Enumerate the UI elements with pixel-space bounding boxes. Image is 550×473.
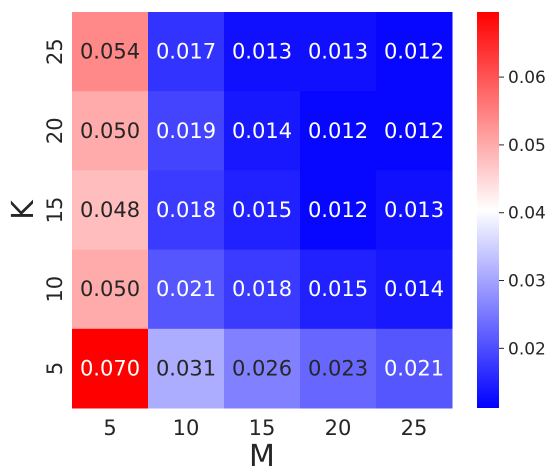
cell-value-label: 0.031 bbox=[156, 356, 216, 380]
cell-value-label: 0.012 bbox=[384, 40, 444, 64]
y-tick-label: 10 bbox=[43, 276, 67, 303]
cell-value-label: 0.026 bbox=[232, 356, 292, 380]
colorbar-tick-label: 0.05 bbox=[508, 136, 546, 156]
heatmap-cell bbox=[300, 12, 377, 92]
cell-value-label: 0.018 bbox=[156, 198, 216, 222]
heatmap-cell bbox=[72, 249, 149, 330]
cell-value-label: 0.015 bbox=[232, 198, 292, 222]
heatmap-cell bbox=[376, 12, 453, 92]
y-tick-label: 15 bbox=[43, 197, 67, 224]
heatmap-cell bbox=[72, 91, 149, 171]
y-tick-label: 25 bbox=[43, 38, 67, 65]
cell-value-label: 0.014 bbox=[384, 277, 444, 301]
x-axis: 5 10 15 20 25 bbox=[103, 416, 427, 440]
colorbar: 0.02 0.03 0.04 0.05 0.06 bbox=[477, 12, 546, 408]
heatmap-cell bbox=[72, 12, 149, 92]
heatmap-cell bbox=[224, 328, 301, 409]
cell-value-label: 0.013 bbox=[232, 40, 292, 64]
y-axis-title: K bbox=[6, 199, 41, 220]
x-tick-label: 20 bbox=[325, 416, 352, 440]
heatmap-cell bbox=[224, 91, 301, 171]
heatmap-cell bbox=[72, 328, 149, 409]
cell-value-label: 0.012 bbox=[308, 119, 368, 143]
x-tick-label: 5 bbox=[103, 416, 116, 440]
cell-value-label: 0.021 bbox=[156, 277, 216, 301]
cell-value-label: 0.054 bbox=[80, 40, 140, 64]
x-axis-title: M bbox=[249, 439, 275, 473]
heatmap-cell bbox=[148, 91, 225, 171]
heatmap-cell bbox=[376, 328, 453, 409]
heatmap-cell bbox=[224, 170, 301, 251]
heatmap-cell bbox=[300, 170, 377, 251]
heatmap-cell bbox=[148, 249, 225, 330]
heatmap-cell bbox=[300, 328, 377, 409]
cell-value-label: 0.019 bbox=[156, 119, 216, 143]
heatmap-cell bbox=[300, 91, 377, 171]
heatmap-cell bbox=[376, 249, 453, 330]
cell-value-label: 0.023 bbox=[308, 356, 368, 380]
y-axis: 25 20 15 10 5 bbox=[43, 38, 67, 375]
heatmap-cell bbox=[148, 328, 225, 409]
heatmap-cell bbox=[148, 12, 225, 92]
cell-value-label: 0.070 bbox=[80, 356, 140, 380]
cell-value-label: 0.012 bbox=[308, 198, 368, 222]
heatmap-cell bbox=[376, 91, 453, 171]
x-tick-label: 25 bbox=[401, 416, 428, 440]
cell-value-label: 0.013 bbox=[308, 40, 368, 64]
y-tick-label: 20 bbox=[43, 117, 67, 144]
cell-value-label: 0.050 bbox=[80, 277, 140, 301]
cell-value-label: 0.021 bbox=[384, 356, 444, 380]
colorbar-tick-label: 0.06 bbox=[508, 68, 546, 88]
y-tick-label: 5 bbox=[43, 362, 67, 375]
cell-value-label: 0.015 bbox=[308, 277, 368, 301]
heatmap-cell bbox=[376, 170, 453, 251]
cell-value-label: 0.014 bbox=[232, 119, 292, 143]
cell-value-label: 0.017 bbox=[156, 40, 216, 64]
heatmap-cell bbox=[224, 12, 301, 92]
colorbar-ticks: 0.02 0.03 0.04 0.05 0.06 bbox=[499, 68, 546, 359]
colorbar-gradient bbox=[477, 12, 499, 408]
heatmap-cell bbox=[300, 249, 377, 330]
x-tick-label: 10 bbox=[173, 416, 200, 440]
cell-value-label: 0.013 bbox=[384, 198, 444, 222]
x-tick-label: 15 bbox=[249, 416, 276, 440]
colorbar-tick-label: 0.04 bbox=[508, 204, 546, 224]
heatmap-cell bbox=[148, 170, 225, 251]
heatmap-cells: 0.054 0.017 0.013 0.013 0.012 0.050 0.019 0.014… bbox=[72, 12, 453, 409]
cell-value-label: 0.018 bbox=[232, 277, 292, 301]
heatmap-cell bbox=[72, 170, 149, 251]
cell-value-label: 0.050 bbox=[80, 119, 140, 143]
colorbar-tick-label: 0.03 bbox=[508, 272, 546, 292]
heatmap-cell bbox=[224, 249, 301, 330]
cell-value-label: 0.012 bbox=[384, 119, 444, 143]
colorbar-tick-label: 0.02 bbox=[508, 339, 546, 359]
cell-value-label: 0.048 bbox=[80, 198, 140, 222]
